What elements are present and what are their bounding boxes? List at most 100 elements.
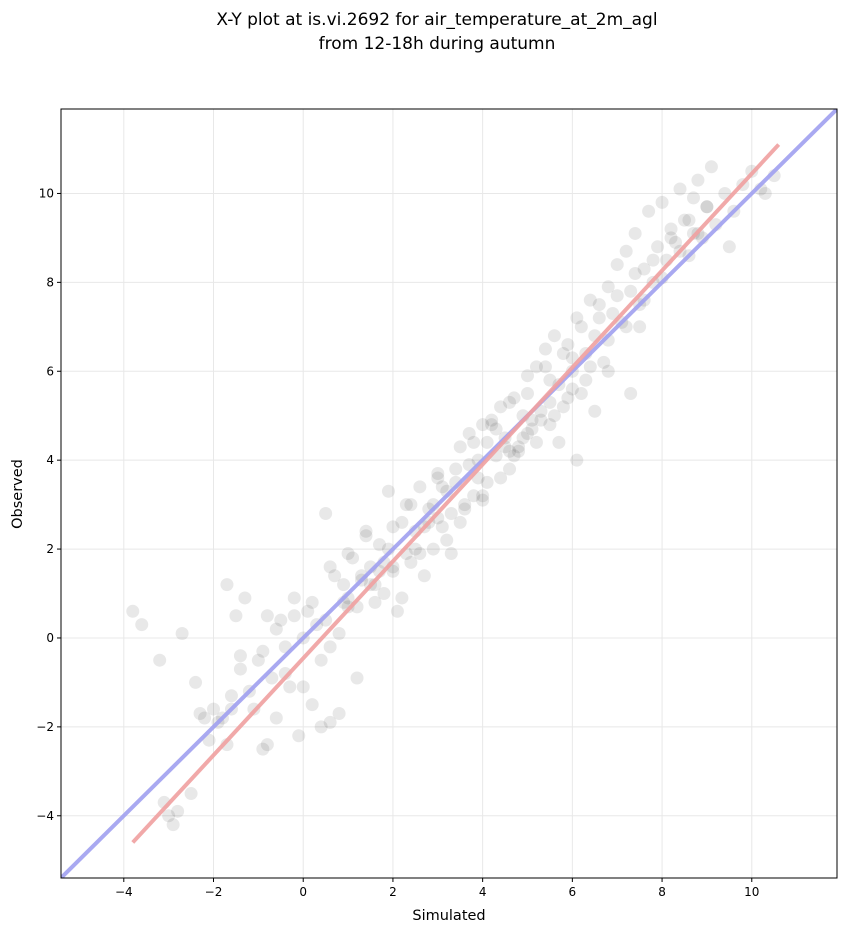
data-point (377, 587, 391, 601)
chart-title: X-Y plot at is.vi.2692 for air_temperatu… (216, 10, 657, 54)
data-point (700, 200, 714, 214)
data-point (480, 435, 494, 449)
data-point (583, 360, 597, 374)
data-point (287, 591, 301, 605)
data-point (305, 698, 319, 712)
data-point (722, 240, 736, 254)
y-tick-label: 6 (46, 364, 54, 378)
data-point (538, 342, 552, 356)
data-point (390, 604, 404, 618)
data-point (408, 542, 422, 556)
data-point (292, 729, 306, 743)
data-point (332, 707, 346, 721)
data-point (547, 329, 561, 343)
data-point (565, 382, 579, 396)
data-point (453, 515, 467, 529)
x-tick-label: −4 (115, 885, 133, 899)
data-point (520, 426, 534, 440)
data-point (251, 653, 265, 667)
data-point (503, 395, 517, 409)
y-tick-label: 0 (46, 631, 54, 645)
data-point (399, 498, 413, 512)
data-point (220, 578, 234, 592)
data-point (467, 435, 481, 449)
data-point (449, 462, 463, 476)
data-point (386, 564, 400, 578)
data-point (651, 240, 665, 254)
data-point (758, 186, 772, 200)
data-point (431, 466, 445, 480)
data-point (458, 502, 472, 516)
data-point (583, 293, 597, 307)
x-tick-label: 10 (744, 885, 759, 899)
data-point (189, 675, 203, 689)
y-tick-label: −4 (36, 809, 54, 823)
data-point (269, 622, 283, 636)
data-point (494, 471, 508, 485)
data-point (207, 702, 221, 716)
data-point (153, 653, 167, 667)
data-point (350, 671, 364, 685)
data-point (516, 431, 530, 445)
y-tick-label: 8 (46, 275, 54, 289)
data-point (507, 449, 521, 463)
data-point (588, 404, 602, 418)
data-point (328, 569, 342, 583)
data-point (646, 253, 660, 267)
data-point (691, 173, 705, 187)
data-point (359, 524, 373, 538)
data-point (444, 507, 458, 521)
data-point (610, 289, 624, 303)
data-point (597, 355, 611, 369)
data-point (529, 435, 543, 449)
data-point (296, 680, 310, 694)
y-axis-label: Observed (10, 459, 26, 529)
data-point (606, 306, 620, 320)
data-point (372, 538, 386, 552)
data-point (601, 364, 615, 378)
data-point (570, 453, 584, 467)
data-point (314, 720, 328, 734)
data-point (337, 578, 351, 592)
data-point (467, 489, 481, 503)
data-point (346, 551, 360, 565)
data-point (610, 258, 624, 272)
data-point (260, 609, 274, 623)
data-point (426, 542, 440, 556)
data-point (669, 235, 683, 249)
data-point (233, 662, 247, 676)
data-point (624, 386, 638, 400)
data-point (624, 284, 638, 298)
data-point (458, 498, 472, 512)
y-tick-label: 2 (46, 542, 54, 556)
reference-lines (61, 109, 837, 878)
data-point (525, 422, 539, 436)
x-tick-label: 0 (299, 885, 307, 899)
data-point (529, 360, 543, 374)
data-point (386, 520, 400, 534)
data-point (619, 244, 633, 258)
data-point (171, 804, 185, 818)
data-point (592, 298, 606, 312)
data-point (166, 818, 180, 832)
data-point (633, 320, 647, 334)
data-point (269, 711, 283, 725)
data-point (592, 311, 606, 325)
x-axis-ticks: −4 −2 0 2 4 6 8 10 (115, 878, 759, 899)
data-point (520, 386, 534, 400)
data-point (476, 493, 490, 507)
data-point (417, 569, 431, 583)
data-point (404, 555, 418, 569)
data-point (543, 373, 557, 387)
data-point (440, 533, 454, 547)
x-tick-label: 4 (479, 885, 487, 899)
data-point (404, 498, 418, 512)
data-point (435, 520, 449, 534)
data-point (476, 489, 490, 503)
data-point (655, 195, 669, 209)
data-point (381, 484, 395, 498)
data-point (198, 711, 212, 725)
data-point (233, 649, 247, 663)
data-point (431, 471, 445, 485)
data-point (462, 426, 476, 440)
